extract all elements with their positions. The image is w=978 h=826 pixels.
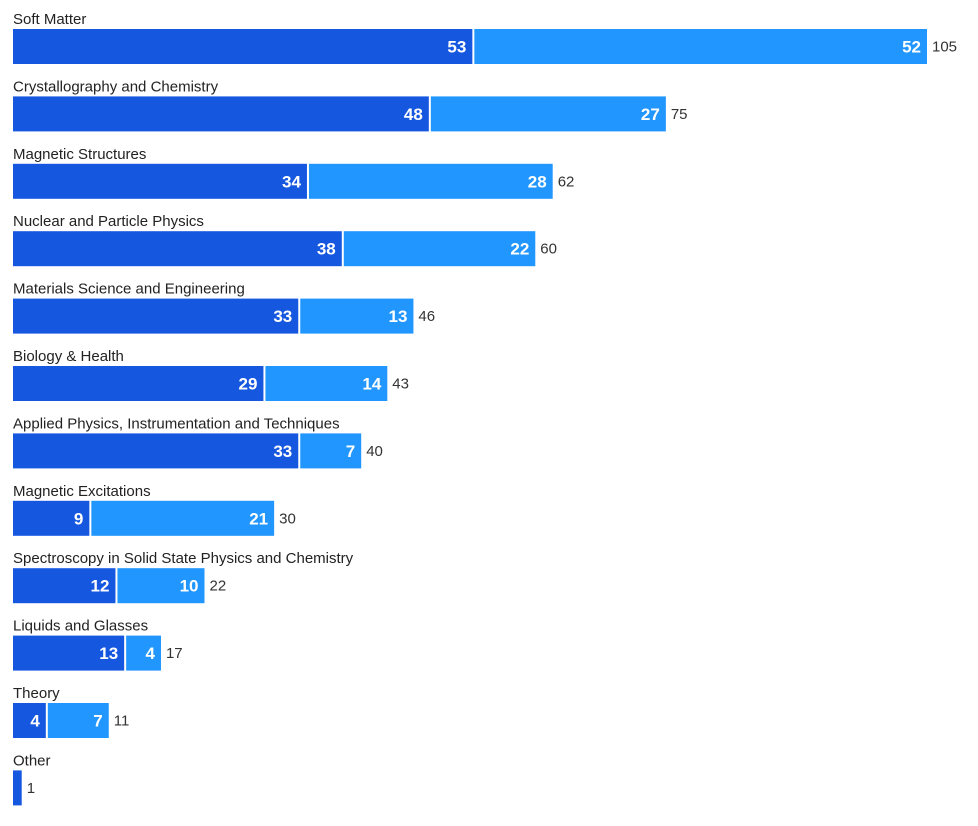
category-label: Nuclear and Particle Physics <box>13 213 204 230</box>
segment-value-label: 33 <box>273 307 292 326</box>
category-label: Magnetic Excitations <box>13 483 151 500</box>
bar-row: Spectroscopy in Solid State Physics and … <box>13 550 354 604</box>
segment-value-label: 38 <box>317 240 336 259</box>
bar-segment <box>13 96 429 132</box>
segment-value-label: 9 <box>74 509 83 528</box>
category-label: Crystallography and Chemistry <box>13 78 219 95</box>
segment-value-label: 12 <box>91 577 110 596</box>
category-label: Liquids and Glasses <box>13 618 148 635</box>
total-value-label: 40 <box>366 443 383 460</box>
bar-segment <box>13 770 22 806</box>
bar-segment <box>300 298 414 334</box>
bar-segment <box>13 29 473 64</box>
bar-row: Applied Physics, Instrumentation and Tec… <box>13 415 383 469</box>
segment-value-label: 34 <box>282 172 301 191</box>
bar-segment <box>343 231 536 267</box>
bar-row: Nuclear and Particle Physics 38 22 60 <box>13 213 557 267</box>
bar-segment <box>13 298 299 334</box>
total-value-label: 60 <box>540 241 557 258</box>
segment-value-label: 28 <box>528 172 547 191</box>
segment-value-label: 4 <box>30 712 40 731</box>
segment-value-label: 13 <box>388 307 407 326</box>
bar-segment <box>13 163 307 199</box>
category-label: Magnetic Structures <box>13 146 146 163</box>
segment-value-label: 33 <box>273 442 292 461</box>
bar-segment <box>47 703 109 738</box>
bar-segment <box>13 433 299 469</box>
bar-segment <box>13 231 342 267</box>
segment-value-label: 13 <box>99 644 118 663</box>
category-label: Biology & Health <box>13 348 124 365</box>
total-value-label: 62 <box>558 173 575 190</box>
bar-row: Magnetic Excitations 9 21 30 <box>13 483 296 536</box>
total-value-label: 43 <box>392 376 409 393</box>
bar-segment <box>474 29 927 64</box>
bar-row: Other 1 <box>13 752 51 806</box>
category-label: Other <box>13 752 51 769</box>
segment-value-label: 21 <box>249 509 268 528</box>
bar-segment <box>300 433 362 469</box>
category-label: Spectroscopy in Solid State Physics and … <box>13 550 354 567</box>
segment-value-label: 52 <box>902 38 921 57</box>
segment-value-label: 27 <box>641 105 660 124</box>
category-label: Materials Science and Engineering <box>13 281 245 298</box>
bar-segment <box>13 635 125 671</box>
segment-value-label: 14 <box>362 375 381 394</box>
segment-value-label: 53 <box>447 38 466 57</box>
bar-segment <box>308 163 553 199</box>
segment-value-label: 10 <box>180 577 199 596</box>
bar-segment <box>13 568 116 604</box>
bar-row: Theory 4 7 11 <box>13 685 129 738</box>
category-label: Theory <box>13 685 60 702</box>
bar-segment <box>13 500 90 536</box>
bar-row: Materials Science and Engineering 33 13 46 <box>13 281 435 334</box>
segment-value-label: 4 <box>146 644 156 663</box>
total-value-label: 22 <box>210 578 227 595</box>
bar-segment <box>13 366 264 401</box>
total-value-label: 11 <box>114 713 130 730</box>
bar-segment <box>126 635 161 671</box>
segment-value-label: 7 <box>346 442 355 461</box>
total-value-label: 75 <box>671 106 688 123</box>
total-value-label: 17 <box>166 645 183 662</box>
bar-segment <box>265 366 388 401</box>
bar-row: Soft Matter 53 52 105 <box>13 11 957 64</box>
bar-segment <box>117 568 205 604</box>
bar-segment <box>91 500 275 536</box>
segment-value-label: 22 <box>510 240 529 259</box>
segment-value-label: 48 <box>404 105 423 124</box>
total-value-label: 30 <box>279 510 296 527</box>
bar-row: Biology & Health 29 14 43 <box>13 348 409 401</box>
bar-segment <box>13 703 46 738</box>
bar-row: Crystallography and Chemistry 48 27 75 <box>13 78 688 132</box>
total-value-label: 1 <box>27 780 35 797</box>
category-label: Soft Matter <box>13 11 86 28</box>
bar-segment <box>430 96 666 132</box>
category-label: Applied Physics, Instrumentation and Tec… <box>13 415 340 432</box>
bar-row: Liquids and Glasses 13 4 17 <box>13 618 183 671</box>
total-value-label: 105 <box>932 39 957 56</box>
total-value-label: 46 <box>418 308 435 325</box>
segment-value-label: 29 <box>239 375 258 394</box>
bar-row: Magnetic Structures 34 28 62 <box>13 146 574 199</box>
segment-value-label: 7 <box>93 712 102 731</box>
